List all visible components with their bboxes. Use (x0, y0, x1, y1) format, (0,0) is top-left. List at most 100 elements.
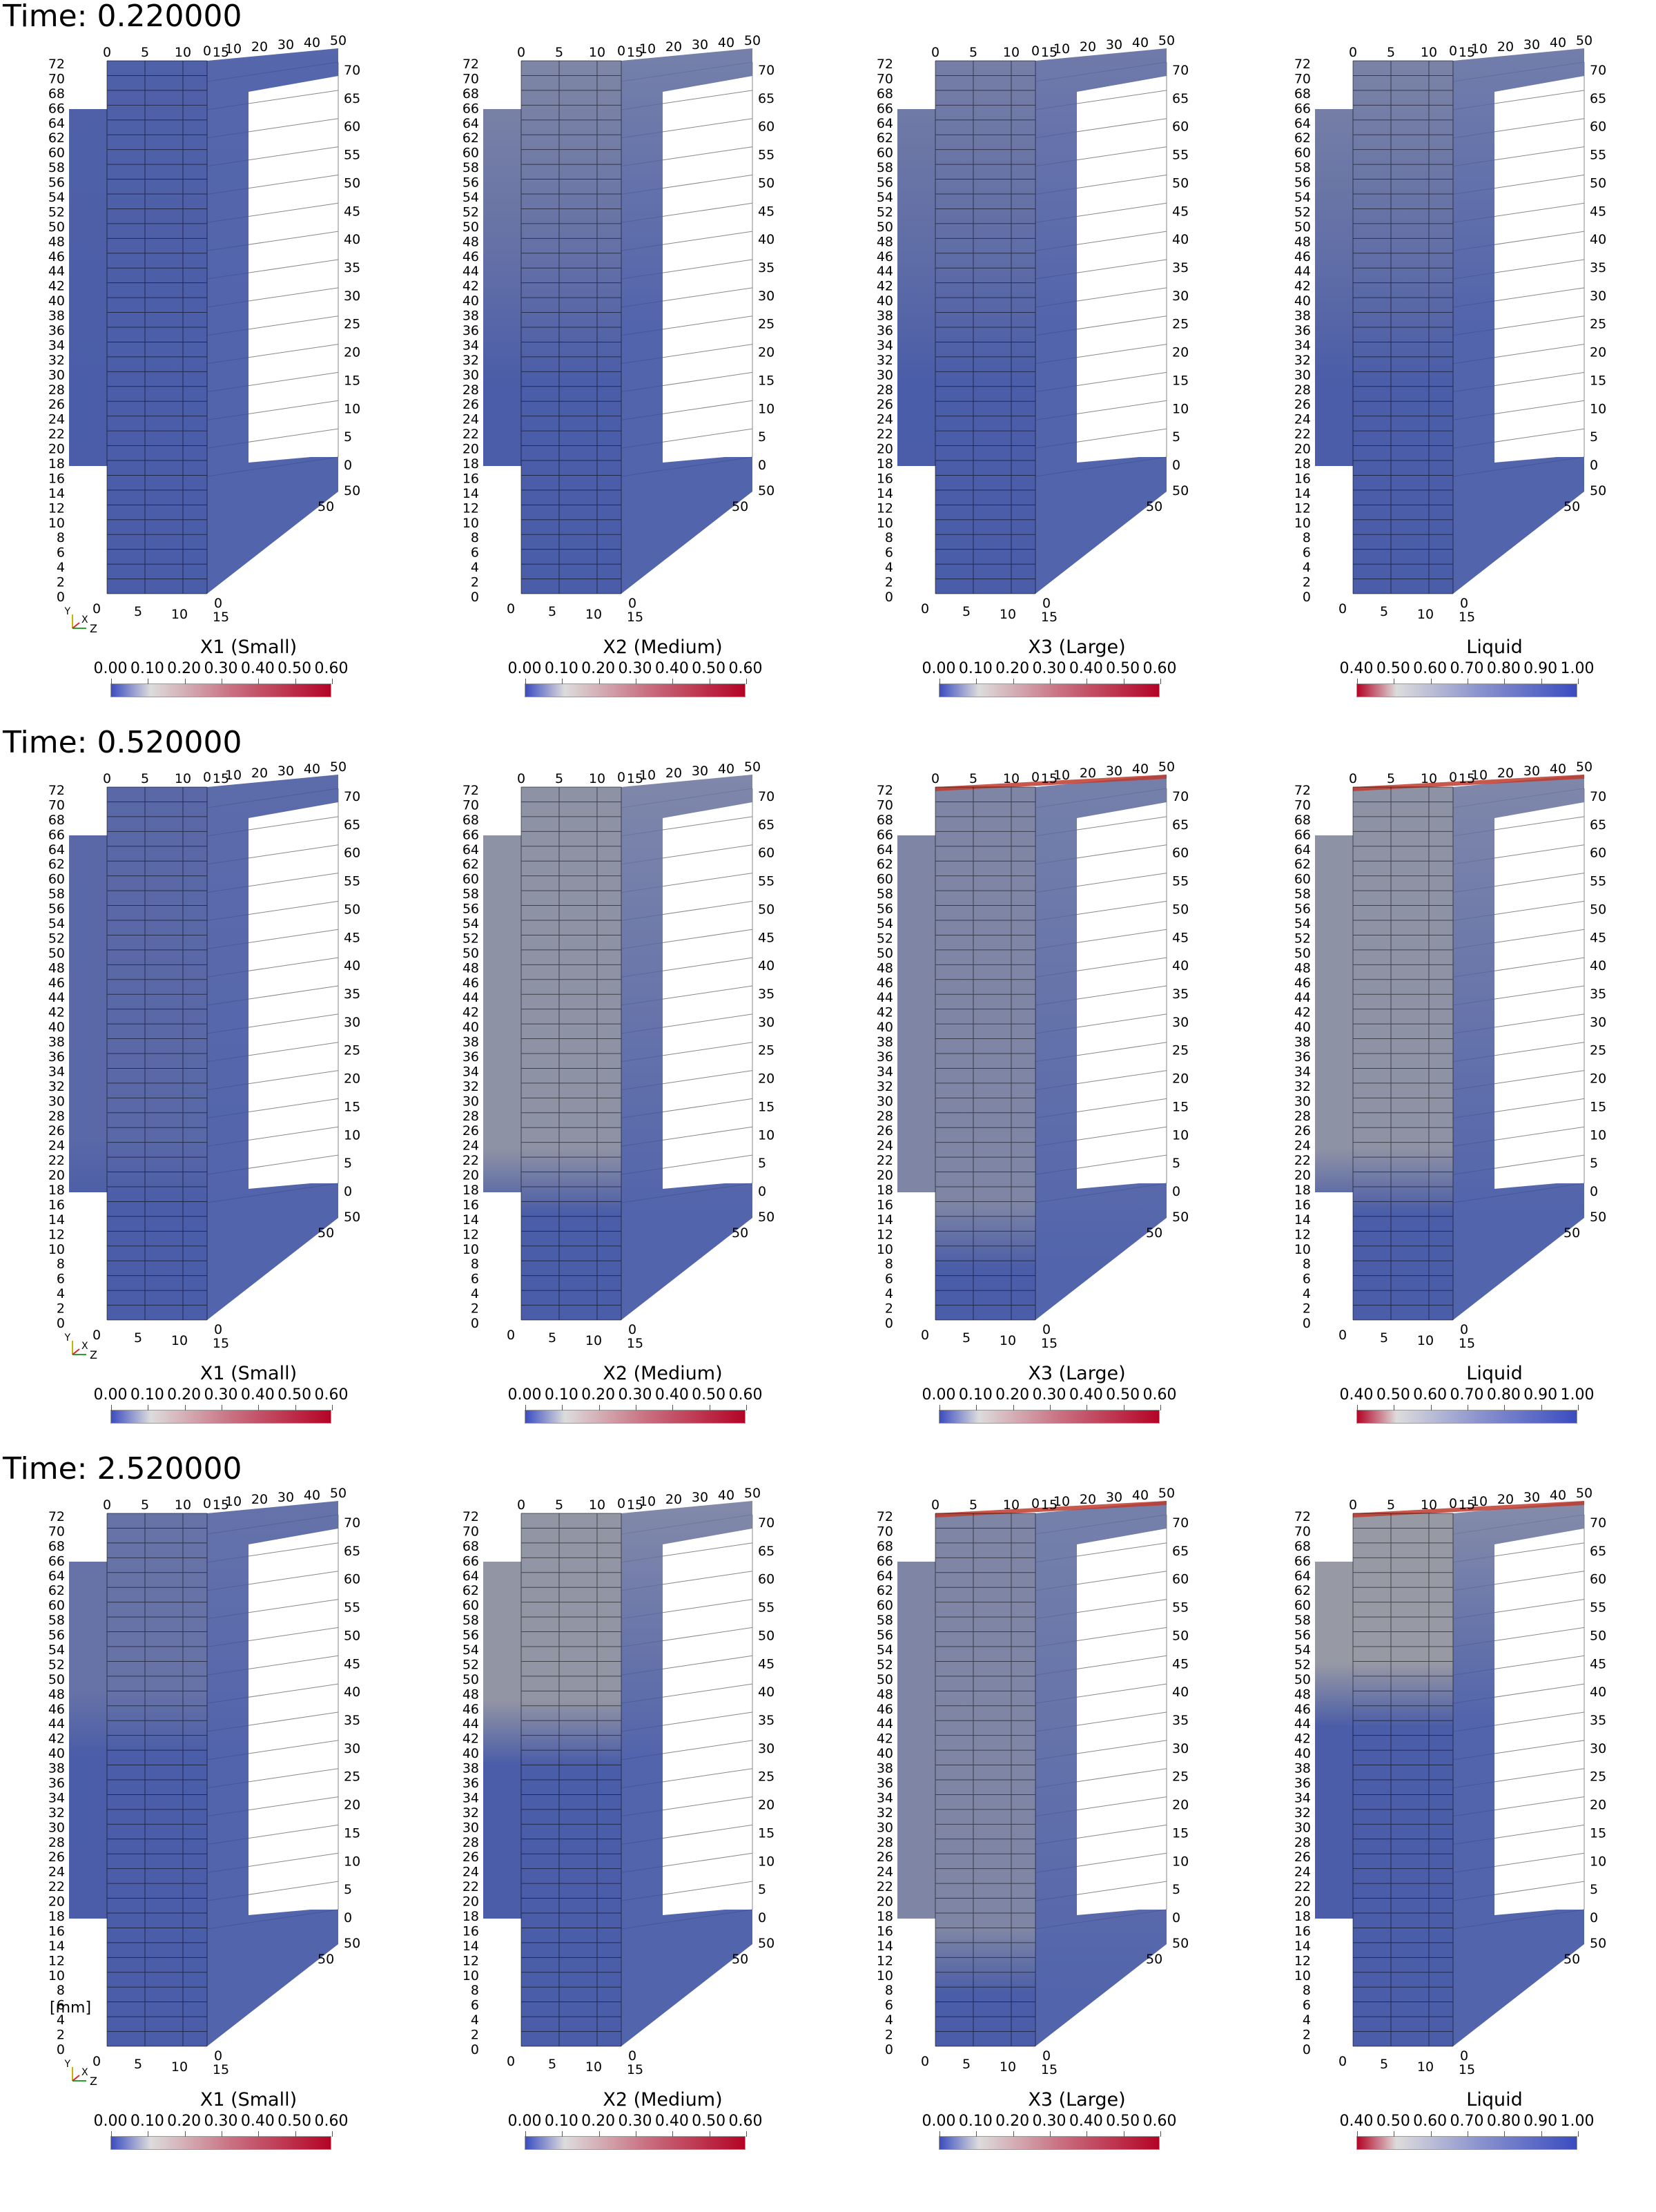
colorbar-title: X1 (Small) (199, 2089, 298, 2111)
y-tick-label: 70 (344, 63, 360, 78)
y-tick-label: 0 (1172, 1184, 1180, 1199)
z-tick-label: 18 (462, 1909, 479, 1924)
z-tick-label: 58 (462, 1613, 479, 1628)
mesh-lines (1352, 1513, 1454, 2047)
z-tick-label: 32 (48, 353, 65, 368)
z-tick-label: 70 (48, 1524, 65, 1539)
x-tick-label: 40 (1132, 35, 1149, 50)
z-tick-label: 48 (48, 960, 65, 976)
y-tick-label: 0 (1172, 458, 1180, 473)
colorbar-tick-label: 0.50 (277, 1386, 312, 1404)
plot-panel: 72 70 68 66 64 62 60 58 56 54 52 50 48 46 44 42 40 38 36 34… (456, 1486, 870, 2212)
colorbar-tick-label: 0.20 (995, 1386, 1030, 1404)
colorbar-tick-labels: 0.00 0.10 0.20 0.30 0.40 0.50 0.60 (508, 1386, 763, 1404)
y-tick-label: 60 (1172, 1572, 1189, 1587)
depth-tick-label: 0 (1042, 1322, 1051, 1337)
x-tick-label: 0 (617, 1496, 625, 1511)
x-tick-label: 5 (969, 771, 977, 786)
z-tick-label: 50 (462, 1672, 479, 1687)
z-tick-label: 60 (48, 872, 65, 887)
z-tick-label: 14 (1294, 1939, 1311, 1954)
y-tick-label: 25 (344, 1043, 360, 1058)
x-tick-label: 5 (555, 1497, 563, 1513)
z-tick-label: 62 (462, 1583, 479, 1598)
colorbar (110, 679, 333, 697)
x-tick-label: 0 (931, 1497, 939, 1513)
colorbar-tick-labels: 0.00 0.10 0.20 0.30 0.40 0.50 0.60 (508, 660, 763, 678)
y-tick-label: 60 (758, 846, 775, 861)
z-tick-label: 68 (462, 86, 479, 101)
colorbar-tick-label: 0.40 (240, 1386, 275, 1404)
colorbar-tick-mark (295, 679, 296, 684)
z-tick-label: 24 (462, 1865, 479, 1880)
z-tick-label: 40 (48, 1746, 65, 1761)
z-tick-label: 36 (48, 1776, 65, 1791)
y-tick-label: 70 (344, 1515, 360, 1531)
colorbar-title: X3 (Large) (1028, 2089, 1126, 2111)
y-tick-label: 20 (1590, 345, 1606, 360)
y-tick-label: 65 (1590, 91, 1606, 106)
x-tick-label: 40 (718, 35, 734, 50)
x-tick-label: 5 (141, 45, 149, 60)
y-tick-label: 10 (1590, 1854, 1606, 1869)
z-tick-label: 72 (462, 783, 479, 798)
x-tick-label: 15 (1459, 45, 1475, 60)
z-tick-label: 8 (885, 530, 893, 545)
depth-tick-label: 0 (628, 1322, 636, 1337)
x-tick-label: 0 (203, 1496, 211, 1511)
z-tick-label: 64 (462, 116, 479, 131)
z-tick-label: 4 (1303, 1286, 1311, 1301)
colorbar-tick-label: 0.30 (204, 2113, 238, 2130)
z-tick-label: 6 (1303, 545, 1311, 561)
x-tick-label: 10 (171, 607, 188, 622)
colorbar (1356, 2131, 1579, 2150)
z-tick-label: 38 (877, 1761, 893, 1776)
colorbar-tick-mark (258, 1405, 260, 1410)
colorbar-tick-mark (1050, 1405, 1051, 1410)
x-tick-label: 5 (548, 604, 556, 619)
y-tick-label: 55 (1590, 148, 1606, 163)
x-tick-label: 15 (1459, 2062, 1475, 2077)
plot-panel: 72 70 68 66 64 62 60 58 56 54 52 50 48 46 44 42 40 38 36 34… (1287, 33, 1656, 759)
z-tick-label: 72 (462, 57, 479, 72)
z-tick-label: 20 (462, 1168, 479, 1183)
colorbar-tick-label: 0.00 (93, 660, 128, 677)
depth-tick-label: 50 (1172, 1210, 1189, 1225)
colorbar-tick-labels: 0.00 0.10 0.20 0.30 0.40 0.50 0.60 (94, 2113, 349, 2131)
x-tick-label: 0 (921, 2054, 929, 2069)
colorbar-tick-label: 0.50 (1106, 660, 1140, 677)
z-tick-label: 66 (877, 101, 893, 116)
colorbar-title: X1 (Small) (199, 1363, 298, 1384)
z-tick-label: 70 (462, 797, 479, 813)
z-tick-label: 4 (471, 560, 479, 575)
z-tick-label: 46 (877, 249, 893, 264)
z-tick-label: 20 (877, 1894, 893, 1910)
z-tick-label: 60 (1294, 872, 1311, 887)
x-tick-label: 10 (1417, 607, 1434, 622)
z-tick-label: 22 (877, 1153, 893, 1168)
x-tick-label: 20 (1080, 1492, 1096, 1507)
colorbar-tick-label: 0.30 (204, 1386, 238, 1404)
x-tick-label: 10 (1000, 2059, 1016, 2075)
z-tick-label: 26 (48, 397, 65, 412)
x-tick-label: 30 (692, 764, 708, 779)
z-tick-label: 56 (462, 902, 479, 917)
colorbar-tick-label: 0.60 (314, 1386, 349, 1404)
z-tick-label: 64 (1294, 116, 1311, 131)
x-tick-label: 5 (1387, 45, 1395, 60)
z-tick-label: 68 (48, 86, 65, 101)
z-tick-label: 32 (877, 1079, 893, 1094)
geometry-view: 7270686664626058565452504846444240383634… (1294, 33, 1606, 625)
z-tick-label: 10 (462, 516, 479, 531)
x-tick-label: 0 (931, 45, 939, 60)
z-tick-label: 14 (877, 1939, 893, 1954)
colorbar-title: Liquid (1466, 637, 1523, 658)
colorbar-tick-label: 0.50 (1106, 1386, 1140, 1404)
z-tick-label: 46 (462, 249, 479, 264)
y-tick-label: 0 (1172, 1910, 1180, 1925)
z-tick-label: 42 (1294, 1731, 1311, 1747)
depth-tick-label: 0 (1460, 2048, 1468, 2064)
x-tick-label: 30 (692, 37, 708, 52)
z-tick-label: 46 (48, 1702, 65, 1717)
z-tick-label: 64 (877, 842, 893, 857)
